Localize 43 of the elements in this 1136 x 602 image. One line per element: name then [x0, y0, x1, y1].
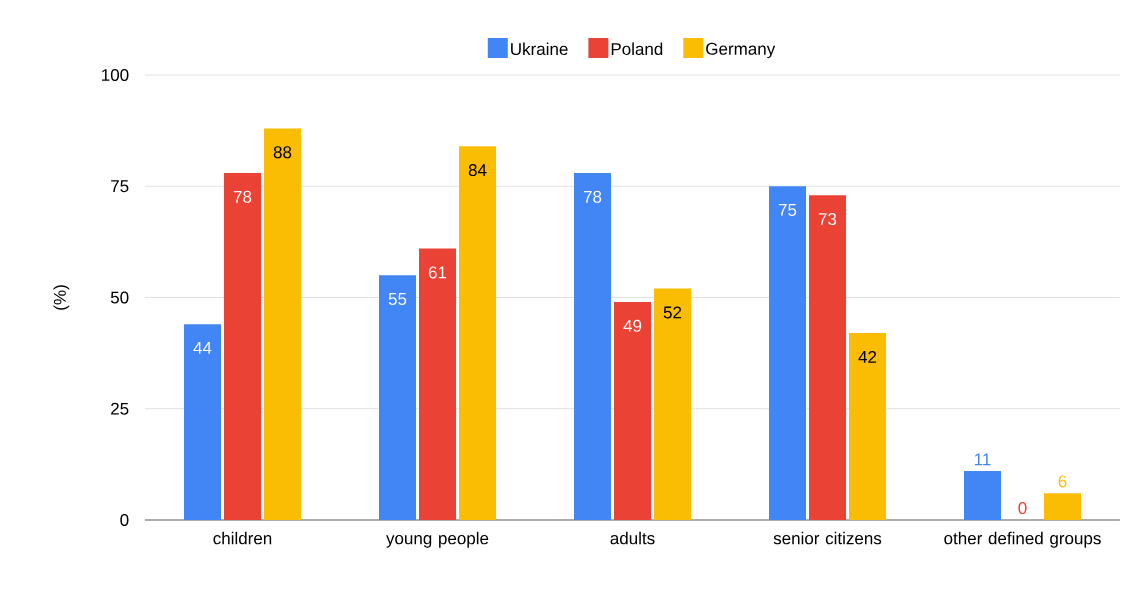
data-label: 88 [273, 146, 292, 159]
legend-label: Ukraine [511, 42, 568, 56]
data-label: 42 [858, 350, 877, 363]
data-label: 73 [818, 213, 837, 226]
data-label: 52 [663, 306, 682, 319]
y-tick-label: 75 [111, 180, 129, 193]
x-tick-label: children [213, 531, 272, 545]
x-tick-label: senior citizens [773, 531, 882, 545]
bar [769, 186, 806, 520]
x-tick-label: adults [610, 531, 655, 545]
data-label: 75 [778, 204, 797, 216]
data-label: 44 [193, 342, 212, 354]
data-label: 84 [468, 164, 487, 177]
data-label: 6 [1058, 475, 1067, 488]
legend-label: Germany [706, 42, 776, 59]
data-label: 78 [583, 190, 602, 203]
bar [419, 248, 457, 520]
y-tick-label: 0 [120, 513, 129, 527]
bar [849, 333, 886, 520]
data-label: 55 [388, 293, 407, 305]
data-label: 0 [1018, 502, 1027, 515]
x-tick-label: other defined groups [944, 531, 1101, 548]
bar [264, 128, 302, 520]
bar [459, 146, 497, 520]
bar [654, 288, 691, 520]
bar [614, 301, 651, 520]
bar [574, 172, 611, 520]
data-label: 49 [623, 319, 642, 332]
y-tick-label: 25 [111, 402, 129, 415]
y-axis-title: (%) [53, 285, 70, 310]
bar [379, 275, 417, 520]
bar [224, 172, 262, 520]
data-label: 61 [428, 266, 447, 279]
x-tick-label: young people [386, 531, 489, 548]
y-tick-label: 100 [102, 68, 129, 82]
y-tick-label: 50 [110, 291, 129, 304]
bar [1044, 493, 1081, 520]
data-label: 78 [233, 190, 252, 203]
bar [964, 471, 1001, 520]
bar [809, 195, 846, 520]
legend-label: Poland [611, 42, 663, 56]
bar [184, 324, 222, 520]
data-label: 11 [974, 453, 991, 466]
